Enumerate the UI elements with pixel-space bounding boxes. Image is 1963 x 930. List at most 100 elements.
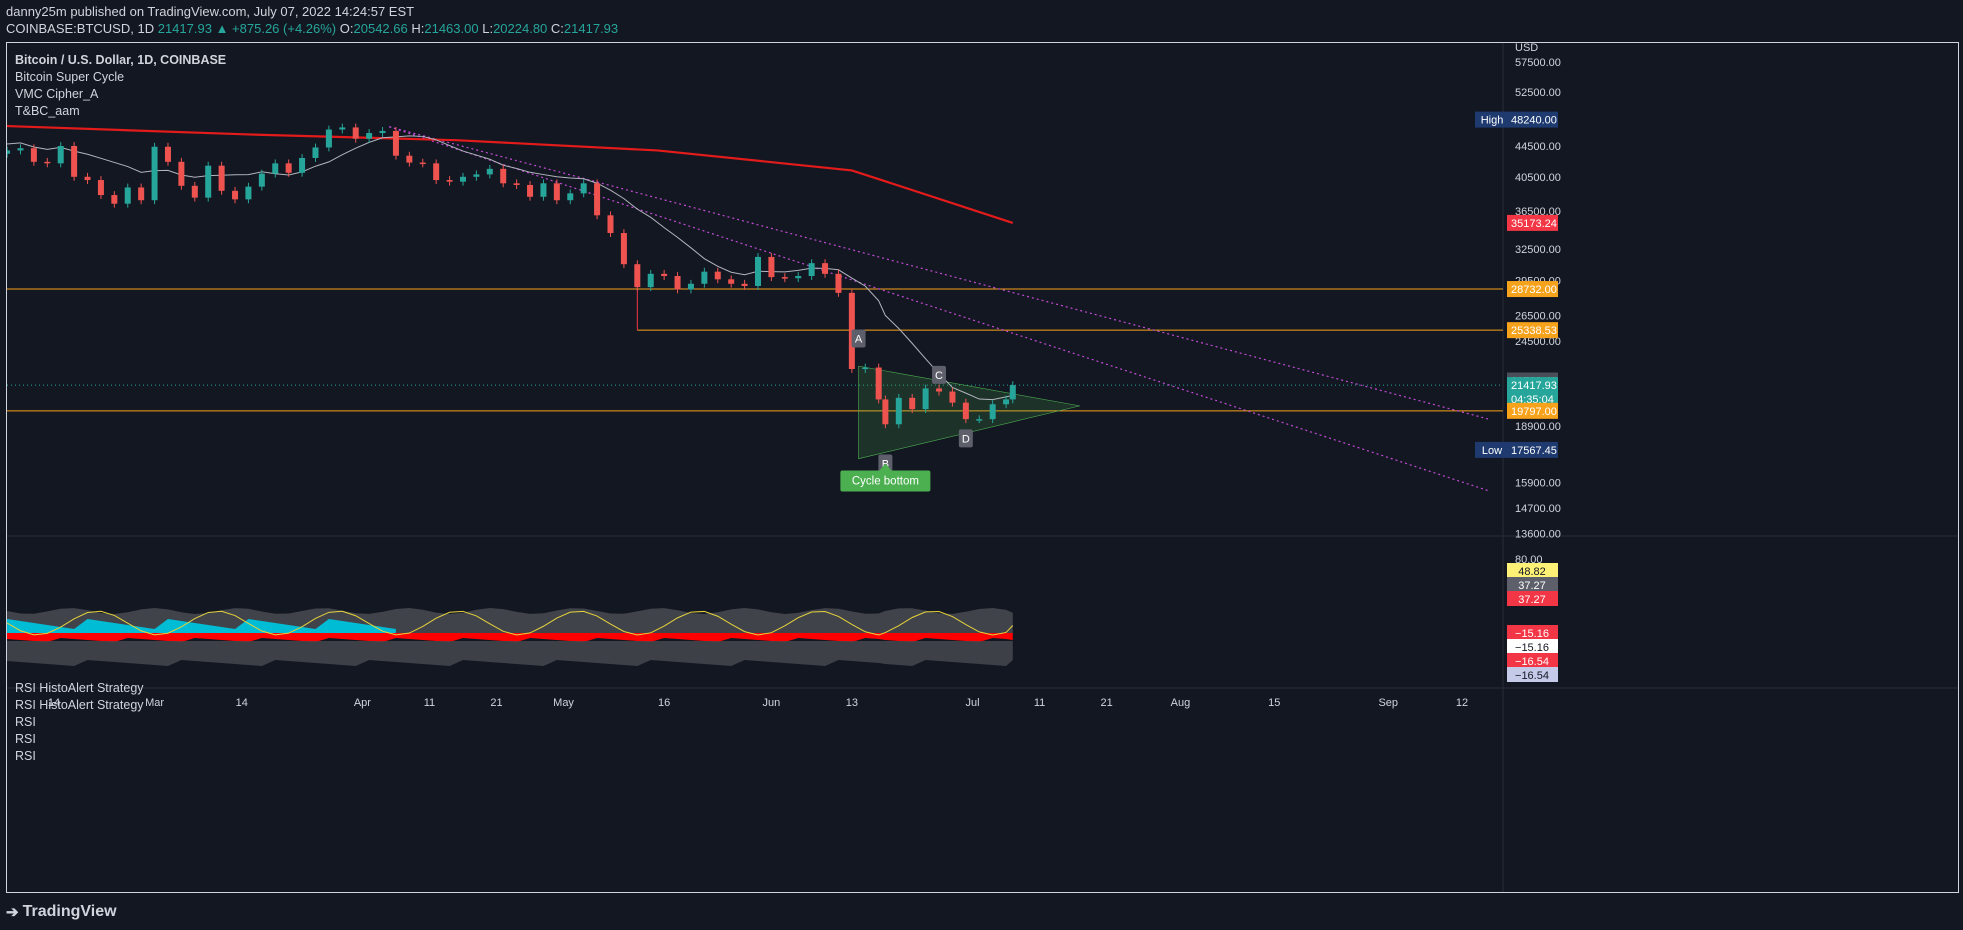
rsi-line	[7, 610, 1014, 636]
price-tag-bg	[1507, 402, 1558, 419]
candle-body	[875, 367, 882, 400]
x-tick-label: 21	[490, 697, 502, 709]
price-tag: 19797.00	[1507, 402, 1558, 419]
candle-body	[433, 163, 440, 181]
price-tag-bg	[1507, 322, 1558, 339]
rsi-legend-3: RSI	[15, 715, 36, 729]
candle-body	[909, 397, 916, 410]
price-tag-label: Low	[1482, 445, 1502, 457]
rsi-value-tag: −16.54	[1507, 653, 1558, 668]
x-tick-label: 16	[658, 697, 670, 709]
candle-body	[741, 283, 748, 287]
x-tick-label: May	[553, 697, 574, 709]
candle-body	[392, 130, 399, 156]
rsi-value-tag-bg	[1507, 563, 1558, 578]
candle-body	[473, 174, 480, 177]
y-tick-label: 40500.00	[1515, 172, 1561, 184]
price-tag-bg	[1507, 441, 1558, 458]
y-tick-label: 18900.00	[1515, 421, 1561, 433]
rsi-value-tag: −16.54	[1507, 667, 1558, 682]
candle-body	[1009, 385, 1016, 400]
cycle-bottom-annotation: Cycle bottom	[840, 463, 931, 492]
candle-body	[862, 367, 869, 370]
price-tag-value: 25338.53	[1511, 325, 1557, 337]
candle-body	[486, 168, 493, 175]
rsi-value-tag-bg	[1507, 667, 1558, 682]
x-tick-label: 13	[846, 697, 858, 709]
price-tag-bg	[1507, 111, 1558, 128]
price-tag-bg	[1507, 281, 1558, 298]
candle-body	[44, 161, 51, 164]
candle-body	[580, 183, 587, 194]
y-tick-label: 52500.00	[1515, 87, 1561, 99]
y-tick-label: 13600.00	[1515, 529, 1561, 541]
candle-body	[728, 279, 735, 284]
published-info: danny25m published on TradingView.com, J…	[6, 4, 415, 19]
trend-line	[389, 126, 1490, 492]
candle-body	[768, 256, 775, 278]
candle-body	[808, 263, 815, 277]
pattern-point-badge	[958, 429, 973, 448]
chart-frame[interactable]: USD 57500.00 52500.00 44500.00 40500.00 36500…	[6, 42, 1959, 893]
candle-body	[687, 283, 694, 290]
price-tag: 28732.00	[1507, 281, 1558, 298]
rsi-value-tag-text: −15.16	[1515, 642, 1549, 654]
quote-line: COINBASE:BTCUSD, 1D 21417.93 ▲ +875.26 (…	[6, 21, 618, 36]
annotation-arrow	[879, 463, 892, 471]
rsi-value-tag: 37.27	[1507, 577, 1558, 592]
low-label: L:	[482, 21, 494, 36]
annotation-label: Cycle bottom	[852, 475, 919, 487]
y-tick-label: 15900.00	[1515, 478, 1561, 490]
candle-body	[379, 130, 386, 134]
high-value: 21463.00	[424, 21, 479, 36]
x-tick-label: 14	[236, 697, 248, 709]
indicator-1: Bitcoin Super Cycle	[15, 70, 125, 84]
rsi-legend-4: RSI	[15, 732, 36, 746]
chart-title: Bitcoin / U.S. Dollar, 1D, COINBASE	[15, 53, 227, 67]
price-tag-bg	[1507, 377, 1558, 408]
rsi-value-tag-text: −16.54	[1515, 670, 1549, 682]
rsi-histogram-positive	[7, 619, 396, 633]
close-label: C:	[550, 21, 564, 36]
x-tick-label: 15	[1268, 697, 1280, 709]
candle-body	[97, 180, 104, 196]
open-label: O:	[339, 21, 354, 36]
tradingview-logo[interactable]: ➔ TradingView	[6, 903, 117, 921]
high-label: H:	[411, 21, 425, 36]
candle-body	[553, 183, 560, 201]
pattern-point-C: C	[932, 365, 947, 384]
candle-body	[258, 173, 265, 187]
rsi-value-tag-text: 37.27	[1518, 594, 1546, 606]
pattern-point-D: D	[958, 429, 973, 448]
candle-body	[607, 215, 614, 234]
x-tick-label: Apr	[354, 697, 371, 709]
candle-body	[352, 127, 359, 139]
pattern-point-A: A	[851, 329, 866, 348]
indicator-3: T&BC_aam	[15, 104, 80, 118]
candle-body	[1003, 399, 1010, 405]
candle-body	[795, 276, 802, 279]
candle-body	[151, 146, 158, 201]
price-chart[interactable]: USD 57500.00 52500.00 44500.00 40500.00 36500…	[7, 43, 1958, 892]
indicator-2: VMC Cipher_A	[15, 87, 99, 101]
rsi-legend: RSI HistoAlert Strategy RSI HistoAlert S…	[15, 680, 144, 765]
candle-body	[7, 150, 11, 154]
candle-body	[922, 388, 929, 410]
candle-body	[513, 183, 520, 185]
price-tag-value: 17567.45	[1511, 445, 1557, 457]
last-price: 21417.93	[157, 21, 212, 36]
rsi-value-tag: 37.27	[1507, 591, 1558, 606]
close-value: 21417.93	[563, 21, 619, 36]
x-tick-label: Jun	[763, 697, 781, 709]
candle-body	[191, 185, 198, 198]
y-tick-label: 36500.00	[1515, 206, 1561, 218]
candle-body	[366, 133, 373, 139]
rsi-legend-1: RSI HistoAlert Strategy	[15, 681, 144, 695]
candle-body	[936, 388, 943, 392]
open-value: 20542.66	[353, 21, 408, 36]
x-tick-label: 11	[1034, 697, 1045, 709]
x-tick-label: Jul	[966, 697, 980, 709]
x-tick-label: Sep	[1378, 697, 1398, 709]
candle-body	[822, 263, 829, 274]
